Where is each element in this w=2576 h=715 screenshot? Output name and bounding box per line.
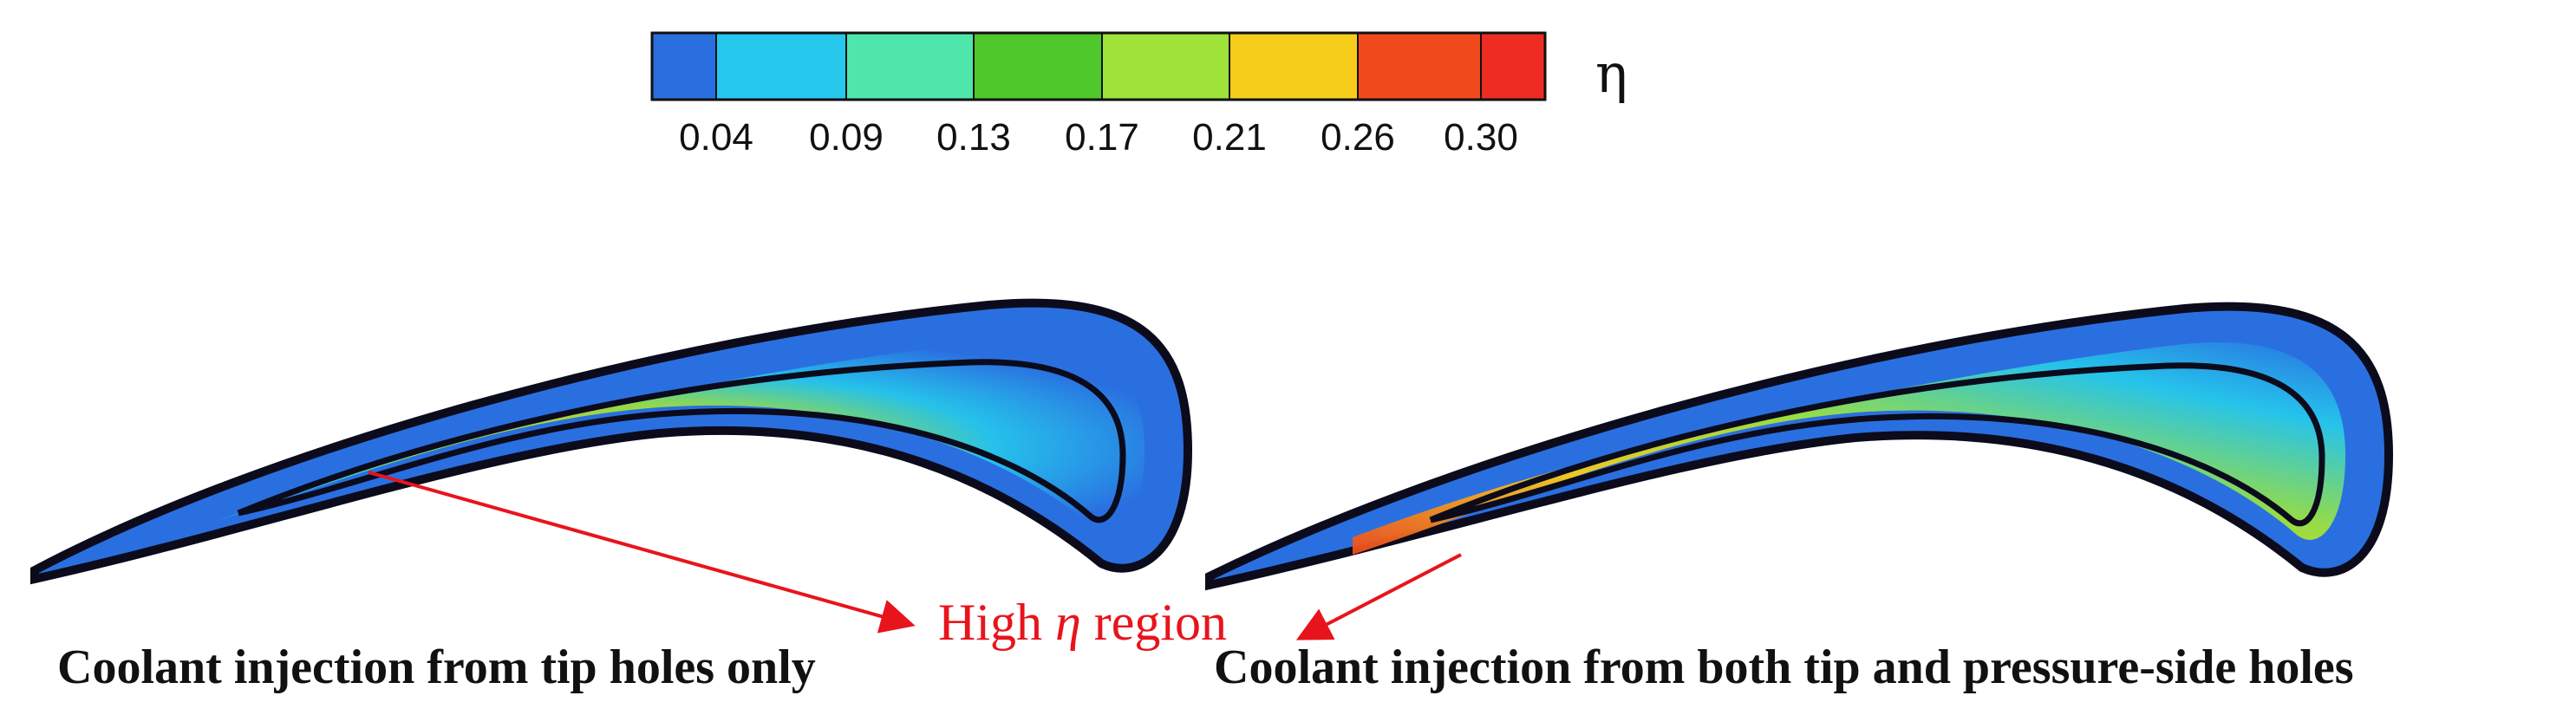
colorbar-tick-label: 0.17 — [1065, 116, 1139, 159]
blade-left-tip-region — [208, 340, 1145, 536]
colorbar-swatch — [715, 32, 847, 101]
caption-left: Coolant injection from tip holes only — [57, 640, 816, 694]
colorbar-swatch — [1480, 32, 1546, 101]
colorbar-tick-label: 0.26 — [1321, 116, 1395, 159]
colorbar-swatch — [973, 32, 1103, 101]
colorbar-frame — [650, 31, 1547, 101]
blade-right-inner-cavity — [1429, 362, 2325, 527]
colorbar-swatch — [1229, 32, 1359, 101]
arrow-left — [368, 471, 916, 634]
colorbar-tick-label: 0.30 — [1444, 116, 1518, 159]
caption-right: Coolant injection from both tip and pres… — [1214, 640, 2354, 694]
colorbar-tick-label: 0.21 — [1192, 116, 1267, 159]
colorbar-swatch — [651, 32, 717, 101]
colorbar-tick-label: 0.04 — [679, 116, 753, 159]
colorbar-swatch — [1357, 32, 1482, 101]
blade-right — [1205, 302, 2394, 591]
colorbar-swatch — [845, 32, 975, 101]
colorbar-symbol: η — [1595, 42, 1628, 105]
colorbar-swatch — [1101, 32, 1230, 101]
colorbar — [650, 31, 1547, 101]
colorbar-tick-label: 0.09 — [809, 116, 884, 159]
arrow-right — [1295, 553, 1462, 640]
blade-left — [30, 298, 1193, 585]
blade-left-inner-cavity — [237, 359, 1126, 523]
annotation-symbol: η — [1055, 594, 1081, 651]
annotation-text-after: region — [1080, 594, 1228, 651]
annotation-text-before: High — [938, 594, 1055, 651]
colorbar-tick-label: 0.13 — [936, 116, 1011, 159]
annotation-arrows — [368, 471, 1462, 640]
blade-right-tip-region — [1353, 342, 2345, 555]
annotation-label: High η region — [938, 593, 1227, 653]
